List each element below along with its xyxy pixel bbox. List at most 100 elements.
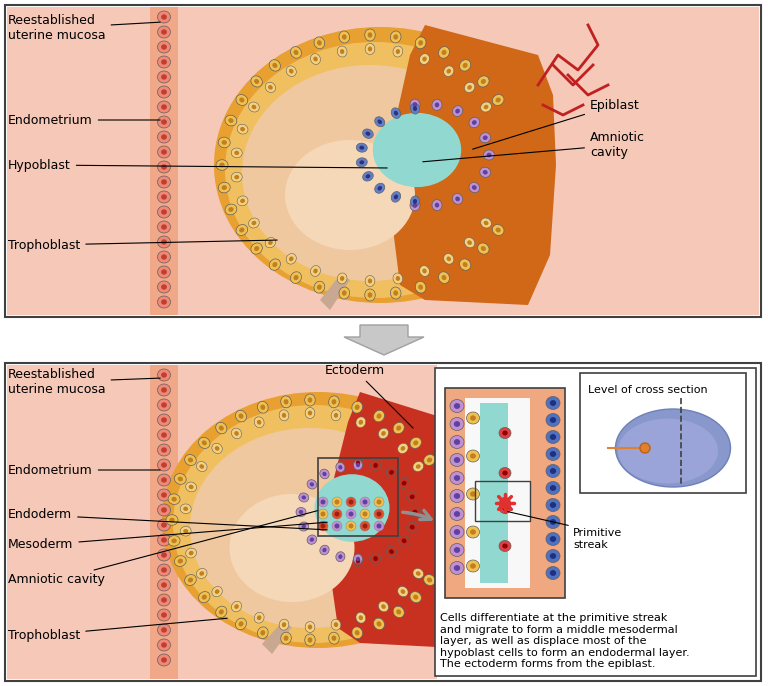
- Ellipse shape: [290, 272, 302, 283]
- Ellipse shape: [379, 602, 389, 612]
- Ellipse shape: [157, 176, 170, 188]
- Polygon shape: [320, 275, 350, 310]
- Ellipse shape: [320, 512, 326, 517]
- Polygon shape: [328, 392, 483, 648]
- Ellipse shape: [254, 79, 259, 84]
- Bar: [150, 7, 178, 315]
- Ellipse shape: [157, 654, 170, 666]
- Ellipse shape: [239, 414, 243, 418]
- Ellipse shape: [310, 538, 314, 542]
- Ellipse shape: [427, 458, 432, 462]
- Ellipse shape: [346, 521, 356, 531]
- Ellipse shape: [177, 558, 183, 563]
- Ellipse shape: [161, 567, 167, 573]
- Ellipse shape: [466, 412, 479, 424]
- Bar: [5, 363, 761, 681]
- Ellipse shape: [186, 482, 197, 492]
- Ellipse shape: [157, 369, 170, 381]
- Ellipse shape: [340, 49, 344, 54]
- Ellipse shape: [219, 609, 223, 615]
- Ellipse shape: [281, 396, 291, 407]
- Ellipse shape: [212, 587, 222, 597]
- Ellipse shape: [410, 99, 420, 110]
- Ellipse shape: [279, 410, 289, 421]
- Ellipse shape: [218, 137, 230, 147]
- Ellipse shape: [459, 259, 471, 270]
- Ellipse shape: [219, 425, 223, 431]
- Ellipse shape: [550, 570, 556, 576]
- Ellipse shape: [401, 446, 406, 451]
- Ellipse shape: [450, 453, 464, 466]
- Text: Endometrium: Endometrium: [8, 113, 161, 126]
- Ellipse shape: [550, 451, 556, 457]
- Ellipse shape: [314, 281, 325, 293]
- Ellipse shape: [454, 457, 460, 463]
- Ellipse shape: [454, 511, 460, 517]
- Ellipse shape: [484, 221, 488, 225]
- Ellipse shape: [484, 150, 495, 160]
- Ellipse shape: [336, 552, 345, 562]
- Ellipse shape: [234, 151, 239, 155]
- Ellipse shape: [366, 132, 370, 136]
- Ellipse shape: [260, 405, 265, 410]
- Ellipse shape: [254, 613, 264, 623]
- Bar: [7, 7, 759, 315]
- Text: Reestablished
uterine mucosa: Reestablished uterine mucosa: [8, 368, 161, 396]
- Bar: [445, 388, 565, 598]
- Ellipse shape: [215, 446, 220, 451]
- Ellipse shape: [379, 428, 389, 439]
- Ellipse shape: [422, 57, 427, 62]
- Ellipse shape: [394, 195, 398, 199]
- Ellipse shape: [339, 287, 349, 299]
- Ellipse shape: [332, 399, 336, 405]
- Ellipse shape: [157, 594, 170, 606]
- Ellipse shape: [389, 549, 394, 554]
- Ellipse shape: [499, 541, 511, 552]
- Ellipse shape: [186, 548, 197, 558]
- Text: Amniotic
cavity: Amniotic cavity: [422, 131, 645, 162]
- Ellipse shape: [332, 635, 336, 641]
- Ellipse shape: [499, 427, 511, 438]
- Ellipse shape: [161, 613, 167, 617]
- Ellipse shape: [279, 619, 289, 630]
- Ellipse shape: [375, 117, 385, 127]
- Ellipse shape: [257, 627, 268, 639]
- Ellipse shape: [478, 243, 489, 254]
- Ellipse shape: [184, 529, 188, 534]
- Ellipse shape: [273, 63, 277, 68]
- Ellipse shape: [157, 504, 170, 516]
- Ellipse shape: [359, 145, 364, 150]
- Ellipse shape: [546, 567, 560, 580]
- Ellipse shape: [184, 575, 197, 585]
- Ellipse shape: [286, 254, 296, 264]
- Ellipse shape: [374, 509, 384, 519]
- Ellipse shape: [444, 254, 454, 264]
- Ellipse shape: [199, 437, 210, 449]
- Ellipse shape: [465, 82, 475, 93]
- Ellipse shape: [161, 179, 167, 185]
- Ellipse shape: [349, 499, 353, 504]
- Ellipse shape: [173, 405, 455, 643]
- Ellipse shape: [362, 512, 368, 517]
- Ellipse shape: [202, 440, 207, 445]
- Ellipse shape: [339, 465, 343, 469]
- Ellipse shape: [282, 413, 286, 418]
- Ellipse shape: [157, 71, 170, 83]
- Ellipse shape: [212, 443, 222, 453]
- Ellipse shape: [407, 522, 418, 532]
- Ellipse shape: [372, 113, 462, 187]
- Ellipse shape: [495, 97, 501, 102]
- Ellipse shape: [481, 102, 492, 112]
- Ellipse shape: [161, 462, 167, 468]
- Ellipse shape: [308, 410, 312, 416]
- Ellipse shape: [331, 410, 341, 421]
- Ellipse shape: [162, 392, 474, 648]
- Polygon shape: [262, 622, 292, 654]
- Ellipse shape: [249, 218, 260, 228]
- Ellipse shape: [320, 499, 326, 504]
- Ellipse shape: [310, 482, 314, 486]
- Ellipse shape: [410, 200, 420, 211]
- Ellipse shape: [618, 418, 718, 484]
- Ellipse shape: [396, 425, 401, 431]
- Ellipse shape: [422, 268, 427, 274]
